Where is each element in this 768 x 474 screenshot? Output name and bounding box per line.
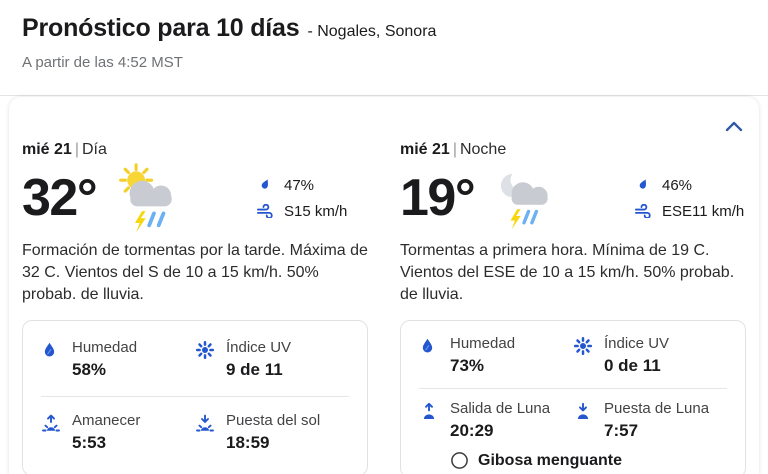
metric-label: Humedad [450,335,516,352]
day-forecast-card: mié 21 | Día 32° [9,97,759,474]
metric-label: Índice UV [604,335,670,352]
period-separator: | [74,141,79,158]
night-wind-value: ESE11 km/h [662,202,745,220]
day-wind-row: S15 km/h [256,203,368,220]
uv-index-icon [195,338,215,380]
chevron-up-icon [723,118,745,134]
metric-value: 18:59 [226,433,270,452]
moonrise-metric: Salida de Luna 20:29 [419,399,573,441]
night-precip-value: 46% [662,176,693,194]
night-metrics-top: Humedad 73% [419,334,727,376]
uv-metric: Índice UV 0 de 11 [573,334,727,376]
day-details-box: Humedad 58% [22,320,368,474]
moonset-icon [573,399,593,441]
metric-label: Salida de Luna [450,400,551,417]
sunset-icon [195,411,215,453]
metric-label: Índice UV [226,339,292,356]
night-stats: 46% ESE11 km/h [634,177,746,220]
night-details-box: Humedad 73% [400,320,746,474]
metric-value: 20:29 [450,421,494,440]
wind-icon [634,204,651,218]
humidity-metric: Humedad 73% [419,334,573,376]
period-separator: | [452,141,457,158]
day-stats: 47% S15 km/h [256,177,368,220]
moonset-metric: Puesta de Luna 7:57 [573,399,727,441]
sunrise-metric: Amanecer 5:53 [41,411,195,453]
box-divider [419,388,727,389]
humidity-metric: Humedad 58% [41,338,195,380]
box-divider [41,396,349,397]
day-night-columns: mié 21 | Día 32° [9,97,759,474]
metric-value: 73% [450,356,485,375]
night-narrative: Tormentas a primera hora. Mínima de 19 C… [400,242,735,303]
thunderstorm-night-icon [488,162,560,234]
raindrop-icon [256,177,273,193]
metric-label: Puesta de Luna [604,400,710,417]
day-wind-value: S15 km/h [284,202,348,220]
moon-phase-row: Gibosa menguante [450,451,727,470]
uv-metric: Índice UV 9 de 11 [195,338,349,380]
day-period-label: mié 21 | Día [22,141,368,159]
day-temperature: 32° [22,169,98,227]
night-wind-row: ESE11 km/h [634,203,746,220]
day-panel: mié 21 | Día 32° [22,141,368,474]
metric-value: 7:57 [604,421,639,440]
moon-phase-label: Gibosa menguante [478,451,623,469]
title-line: Pronóstico para 10 días - Nogales, Sonor… [22,14,746,43]
day-precip-row: 47% [256,177,368,194]
updated-timestamp: A partir de las 4:52 MST [22,54,183,71]
humidity-drop-icon [419,334,439,376]
wind-icon [256,204,273,218]
night-metrics-bottom: Salida de Luna 20:29 [419,399,727,441]
moon-phase-circle-icon [450,451,469,470]
metric-label: Puesta del sol [226,412,321,429]
raindrop-icon [634,177,651,193]
humidity-drop-icon [41,338,61,380]
page-location: - Nogales, Sonora [307,23,437,40]
day-precip-value: 47% [284,176,315,194]
sunrise-icon [41,411,61,453]
night-panel: mié 21 | Noche 19° [400,141,746,474]
night-period: Noche [459,141,507,158]
metric-value: 0 de 11 [604,356,661,375]
thunderstorm-day-icon [110,160,186,236]
night-date: mié 21 [400,141,450,158]
night-temperature: 19° [400,169,476,227]
metric-value: 5:53 [72,433,107,452]
day-summary-row: 32° [22,163,368,233]
night-precip-row: 46% [634,177,746,194]
metric-value: 58% [72,360,107,379]
night-period-label: mié 21 | Noche [400,141,746,159]
day-metrics-top: Humedad 58% [41,338,349,380]
day-period: Día [81,141,107,158]
day-metrics-bottom: Amanecer 5:53 [41,411,349,453]
page-title: Pronóstico para 10 días [22,14,300,42]
sunset-metric: Puesta del sol 18:59 [195,411,349,453]
day-narrative: Formación de tormentas por la tarde. Máx… [22,242,368,303]
metric-label: Humedad [72,339,138,356]
forecast-header: Pronóstico para 10 días - Nogales, Sonor… [0,0,768,96]
metric-label: Amanecer [72,412,141,429]
uv-index-icon [573,334,593,376]
collapse-button[interactable] [717,111,751,141]
night-summary-row: 19° [400,163,746,233]
metric-value: 9 de 11 [226,360,283,379]
day-date: mié 21 [22,141,72,158]
moonrise-icon [419,399,439,441]
